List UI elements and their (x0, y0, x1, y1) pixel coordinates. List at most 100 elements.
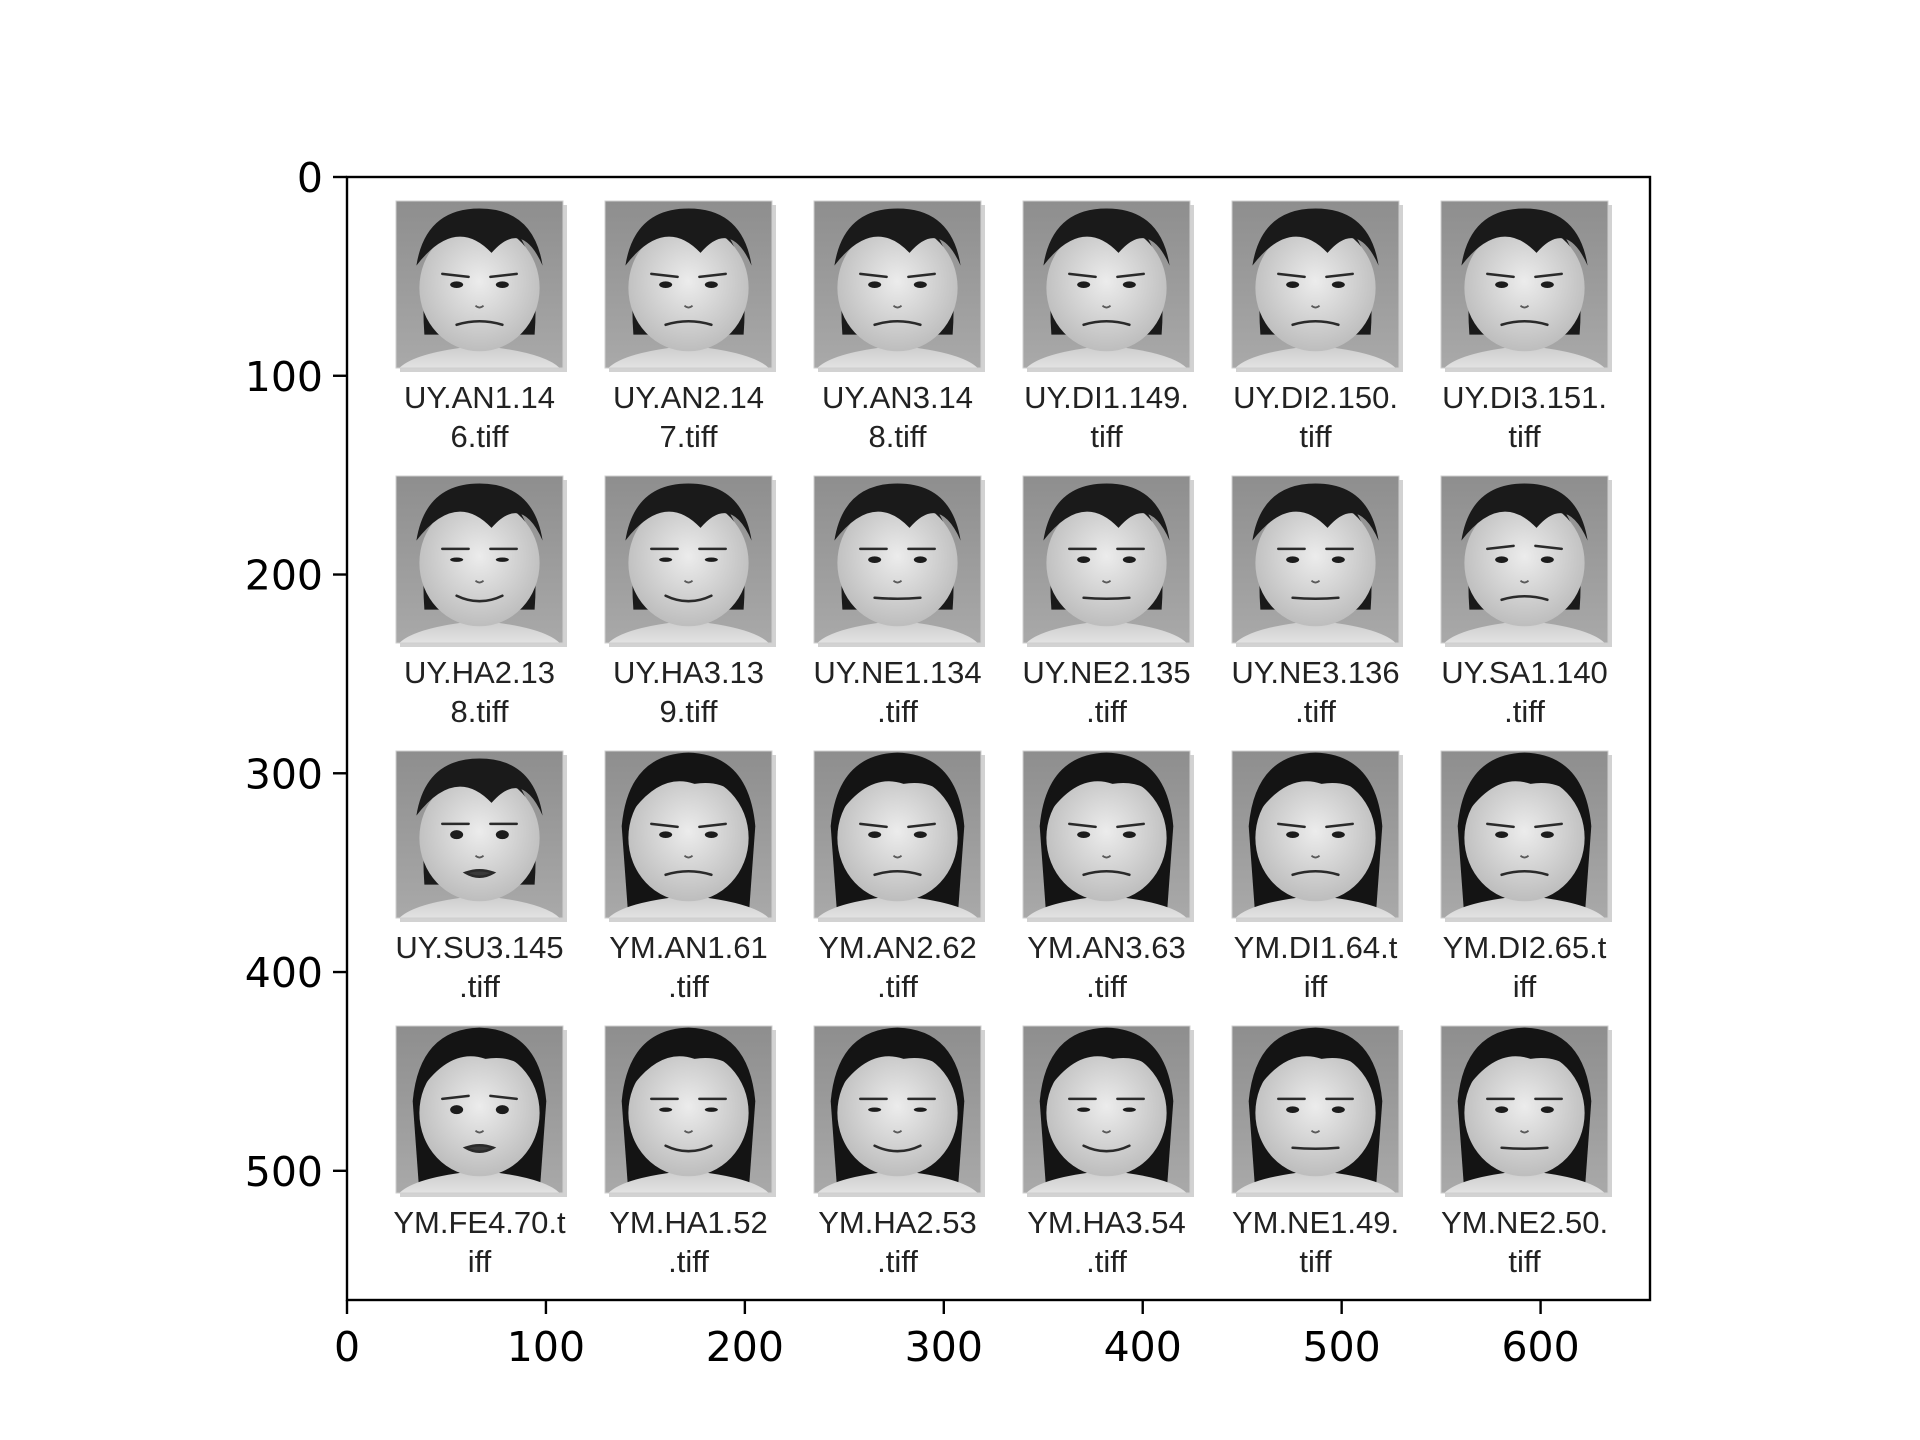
file-caption-line: .tiff (877, 1244, 918, 1279)
file-caption-line: 6.tiff (450, 419, 508, 454)
thumbnail-cell: YM.DI1.64.t iff (1231, 750, 1403, 1004)
bangs (625, 208, 752, 266)
left-eye (868, 1107, 882, 1112)
nose (1101, 304, 1112, 309)
face (419, 1049, 540, 1177)
thumbnail-cell: UY.HA3.13 9.tiff (604, 475, 776, 729)
file-caption-line: YM.AN2.62 (818, 930, 977, 965)
neck (608, 616, 769, 643)
thumbnail-cell: UY.NE1.134 .tiff (813, 475, 985, 729)
face (1464, 1049, 1585, 1177)
face (1255, 499, 1376, 627)
file-caption-line: YM.HA1.52 (609, 1205, 768, 1240)
right-brow (1116, 272, 1145, 279)
left-eye (1286, 281, 1300, 288)
thumbnail-border (1022, 475, 1191, 644)
nose (1101, 579, 1112, 584)
left-brow (1068, 272, 1097, 279)
y-tick-label: 0 (297, 154, 323, 202)
thumbnail-border (395, 750, 564, 919)
x-axis: 0 100 200 300 400 500 600 (334, 1300, 1580, 1371)
right-eye (704, 1107, 718, 1112)
bangs (1252, 208, 1379, 266)
neck (1235, 1166, 1396, 1193)
face-photo (605, 201, 772, 368)
neck (1026, 341, 1187, 368)
file-caption-line: 7.tiff (659, 419, 717, 454)
thumbnail-cell: YM.NE1.49. tiff (1231, 1025, 1403, 1279)
nose (683, 1129, 694, 1134)
mouth (1082, 319, 1131, 327)
nose (892, 854, 903, 859)
file-caption-line: tiff (1090, 419, 1123, 454)
left-brow (441, 272, 470, 279)
mouth (1291, 869, 1340, 877)
file-caption-line: UY.DI3.151. (1442, 380, 1607, 415)
nose (1519, 579, 1530, 584)
file-caption-line: iff (1513, 969, 1537, 1004)
left-eye (1077, 281, 1091, 288)
left-eye (1077, 1107, 1091, 1112)
thumbnail-border (1440, 750, 1609, 919)
nose (892, 579, 903, 584)
x-tick-label: 300 (905, 1323, 983, 1371)
thumbnail-border (604, 475, 773, 644)
right-eye (495, 281, 509, 288)
nose (683, 854, 694, 859)
file-caption-line: UY.NE2.135 (1022, 655, 1190, 690)
right-eye (495, 830, 509, 840)
nose (474, 1129, 485, 1134)
face-photo (814, 201, 981, 368)
face-photo (1232, 751, 1399, 918)
bangs (1461, 483, 1588, 541)
face-photo (1023, 201, 1190, 368)
thumbnail-border (1231, 475, 1400, 644)
face-photo (1441, 1026, 1608, 1193)
bangs (836, 1030, 959, 1094)
left-brow (650, 822, 679, 829)
thumbnail-border (813, 750, 982, 919)
mouth (462, 868, 497, 879)
left-eye (1286, 831, 1300, 838)
face (1464, 224, 1585, 352)
neck (1026, 891, 1187, 918)
bangs (836, 755, 959, 819)
neck (1235, 616, 1396, 643)
file-caption-line: UY.AN3.14 (822, 380, 973, 415)
face (1464, 499, 1585, 627)
nose (1101, 1129, 1112, 1134)
left-brow (1486, 544, 1515, 551)
right-brow (907, 822, 936, 829)
nose (1101, 854, 1112, 859)
thumbnail-cell: UY.SU3.145 .tiff (395, 750, 567, 1004)
file-caption-line: tiff (1299, 419, 1332, 454)
right-brow (1116, 822, 1145, 829)
face-photo (1441, 201, 1608, 368)
thumbnail-border (813, 1025, 982, 1194)
nose (892, 1129, 903, 1134)
mouth (1082, 1144, 1131, 1153)
file-caption-line: .tiff (668, 1244, 709, 1279)
right-eye (1540, 831, 1554, 838)
neck (817, 1166, 978, 1193)
left-eye (1495, 281, 1509, 288)
x-tick-label: 400 (1104, 1323, 1182, 1371)
face (1046, 499, 1167, 627)
bangs (418, 1030, 541, 1094)
thumbnail-cell: YM.HA2.53 .tiff (813, 1025, 985, 1279)
neck (399, 616, 560, 643)
neck (1235, 891, 1396, 918)
thumbnail-cell: YM.AN3.63 .tiff (1022, 750, 1194, 1004)
file-caption-line: YM.NE2.50. (1441, 1205, 1608, 1240)
face-photo (396, 751, 563, 918)
thumbnail-cell: YM.FE4.70.t iff (393, 1025, 567, 1279)
thumbnail-cell: UY.DI2.150. tiff (1231, 200, 1403, 454)
mouth (664, 594, 713, 603)
neck (608, 341, 769, 368)
thumbnail-border (604, 200, 773, 369)
left-eye (1495, 1106, 1509, 1113)
left-eye (1286, 556, 1300, 563)
left-eye (1286, 1106, 1300, 1113)
nose (474, 304, 485, 309)
bangs (1043, 483, 1170, 541)
